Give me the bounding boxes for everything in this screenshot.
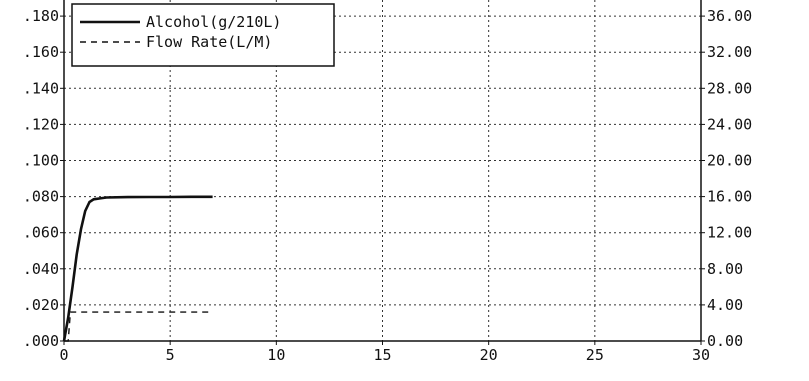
x-tick-label: 20 [480,346,498,364]
y2-tick-label: 0.00 [707,332,743,350]
y2-tick-label: 28.00 [707,79,752,97]
y-tick-label: .180 [23,7,59,25]
y-tick-label: .060 [23,224,59,242]
y-tick-label: .100 [23,152,59,170]
axes [60,0,705,345]
y2-tick-label: 20.00 [707,152,752,170]
legend-label-alcohol: Alcohol(g/210L) [146,13,281,31]
x-tick-label: 5 [166,346,175,364]
y-tick-label: .020 [23,296,59,314]
y2-tick-label: 32.00 [707,43,752,61]
y2-tick-label: 16.00 [707,188,752,206]
y2-tick-label: 36.00 [707,7,752,25]
legend-label-flow-rate: Flow Rate(L/M) [146,33,272,51]
y-tick-label: .160 [23,43,59,61]
x-tick-label: 25 [586,346,604,364]
y-tick-label: .000 [23,332,59,350]
x-tick-label: 0 [59,346,68,364]
y2-tick-label: 24.00 [707,115,752,133]
y2-tick-label: 4.00 [707,296,743,314]
series-line-flow-rate [64,311,213,342]
y-tick-label: .040 [23,260,59,278]
x-tick-label: 30 [692,346,710,364]
legend: Alcohol(g/210L) Flow Rate(L/M) [71,3,335,67]
series-line-alcohol [62,195,213,342]
x-tick-label: 15 [373,346,391,364]
legend-box [71,3,335,67]
y2-tick-label: 12.00 [707,224,752,242]
x-tick-label: 10 [267,346,285,364]
y-tick-label: .120 [23,115,59,133]
y-tick-label: .080 [23,188,59,206]
y-tick-label: .140 [23,79,59,97]
tick-labels: 0 5 10 15 20 25 30 .000 .020 .040 .060 .080 .100 .120… [23,7,752,364]
y2-tick-label: 8.00 [707,260,743,278]
